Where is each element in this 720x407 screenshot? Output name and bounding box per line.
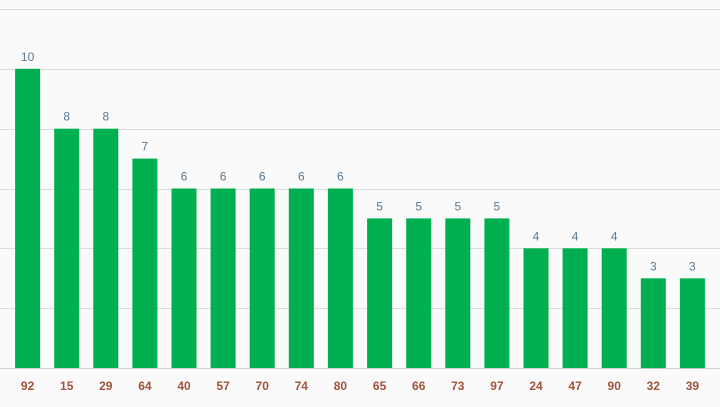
category-label-64: 64: [138, 379, 152, 393]
value-label-97: 5: [494, 199, 501, 213]
bar-39[interactable]: [679, 278, 705, 369]
value-label-39: 3: [689, 259, 696, 273]
bar-74[interactable]: [288, 188, 314, 369]
value-label-40: 6: [181, 170, 188, 184]
category-label-92: 92: [21, 379, 35, 393]
category-label-24: 24: [529, 379, 543, 393]
category-label-74: 74: [295, 379, 309, 393]
category-label-80: 80: [334, 379, 348, 393]
bar-40[interactable]: [171, 188, 197, 369]
bar-73[interactable]: [445, 218, 471, 368]
bars: [15, 68, 705, 369]
bar-29[interactable]: [93, 128, 119, 368]
bar-80[interactable]: [327, 188, 353, 369]
category-label-65: 65: [373, 379, 387, 393]
value-label-90: 4: [611, 229, 618, 243]
category-labels: 92 15 29 64 40 57 70 74 80 65 66 73 97 24 47 90 32 39: [21, 379, 699, 393]
category-label-29: 29: [99, 379, 113, 393]
value-label-73: 5: [454, 199, 461, 213]
bar-47[interactable]: [562, 248, 588, 368]
category-label-70: 70: [256, 379, 270, 393]
value-label-70: 6: [259, 170, 266, 184]
category-label-97: 97: [490, 379, 504, 393]
bar-15[interactable]: [54, 128, 80, 368]
bar-97[interactable]: [484, 218, 510, 368]
value-label-92: 10: [21, 50, 35, 64]
category-label-40: 40: [177, 379, 191, 393]
value-label-15: 8: [63, 110, 70, 124]
bar-90[interactable]: [601, 248, 627, 368]
bar-66[interactable]: [406, 218, 432, 368]
category-label-57: 57: [216, 379, 230, 393]
category-label-32: 32: [647, 379, 661, 393]
value-label-24: 4: [533, 229, 540, 243]
bar-24[interactable]: [523, 248, 549, 368]
category-label-47: 47: [568, 379, 582, 393]
value-label-64: 7: [142, 140, 149, 154]
value-label-80: 6: [337, 170, 344, 184]
value-label-65: 5: [376, 199, 383, 213]
value-label-57: 6: [220, 170, 227, 184]
value-labels: 10 8 8 7 6 6 6 6 6 5 5 5 5 4 4 4 3 3: [21, 50, 696, 273]
category-label-73: 73: [451, 379, 465, 393]
category-label-90: 90: [608, 379, 622, 393]
grid-lines: [0, 9, 720, 369]
bar-70[interactable]: [249, 188, 275, 369]
value-label-47: 4: [572, 229, 579, 243]
bar-64[interactable]: [132, 158, 158, 368]
value-label-32: 3: [650, 259, 657, 273]
bar-32[interactable]: [640, 278, 666, 369]
bar-92[interactable]: [15, 68, 41, 369]
category-label-66: 66: [412, 379, 426, 393]
value-label-66: 5: [415, 199, 422, 213]
category-label-15: 15: [60, 379, 74, 393]
value-label-29: 8: [102, 110, 109, 124]
bar-65[interactable]: [367, 218, 393, 368]
value-label-74: 6: [298, 170, 305, 184]
category-label-39: 39: [686, 379, 700, 393]
bar-57[interactable]: [210, 188, 236, 369]
